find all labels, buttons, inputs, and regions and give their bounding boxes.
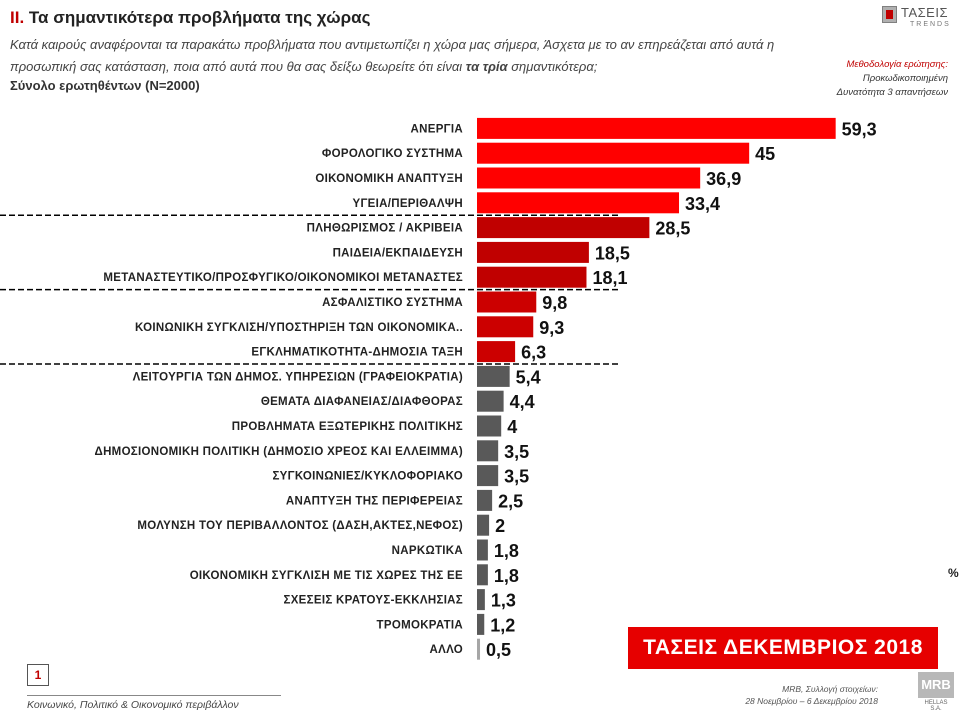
value-label: 6,3 bbox=[521, 343, 546, 363]
bar bbox=[477, 589, 485, 611]
value-label: 4 bbox=[507, 417, 517, 437]
bar bbox=[477, 341, 516, 363]
bar bbox=[477, 638, 481, 660]
source-line-1: MRB, Συλλογή στοιχείων: bbox=[782, 684, 878, 694]
methodology-title: Μεθοδολογία ερώτησης: bbox=[846, 59, 948, 70]
category-label: ΝΑΡΚΩΤΙΚΑ bbox=[392, 545, 463, 557]
value-label: 3,5 bbox=[504, 467, 529, 487]
unit-label: % bbox=[948, 566, 959, 580]
bar bbox=[477, 266, 587, 288]
value-label: 1,8 bbox=[494, 566, 519, 586]
methodology-line-2: Δυνατότητα 3 απαντήσεων bbox=[836, 87, 948, 98]
methodology-line-1: Προκωδικοποιημένη bbox=[862, 73, 948, 84]
value-label: 33,4 bbox=[685, 194, 720, 214]
category-label: ΜΕΤΑΝΑΣΤΕΥΤΙΚΟ/ΠΡΟΣΦΥΓΙΚΟ/ΟΙΚΟΝΟΜΙΚΟΙ ΜΕ… bbox=[103, 272, 463, 284]
question-part-1: Κατά καιρούς αναφέρονται τα παρακάτω προ… bbox=[10, 37, 775, 74]
category-label: ΑΛΛΟ bbox=[430, 644, 463, 656]
category-label: ΥΓΕΙΑ/ΠΕΡΙΘΑΛΨΗ bbox=[352, 198, 463, 210]
category-label: ΘΕΜΑΤΑ ΔΙΑΦΑΝΕΙΑΣ/ΔΙΑΦΘΟΡΑΣ bbox=[261, 396, 463, 408]
bar bbox=[477, 465, 499, 487]
logo-subtitle: TRENDS bbox=[910, 21, 951, 28]
value-label: 28,5 bbox=[655, 219, 690, 239]
page-title: ΙΙ. Τα σημαντικότερα προβλήματα της χώρα… bbox=[10, 8, 370, 28]
methodology-note: Μεθοδολογία ερώτησης: Προκωδικοποιημένη … bbox=[837, 58, 948, 100]
category-label: ΜΟΛΥΝΣΗ ΤΟΥ ΠΕΡΙΒΑΛΛΟΝΤΟΣ (ΔΑΣΗ,ΑΚΤΕΣ,ΝΕ… bbox=[137, 520, 463, 532]
value-label: 4,4 bbox=[510, 392, 535, 412]
bar bbox=[477, 564, 488, 586]
question-text: Κατά καιρούς αναφέρονται τα παρακάτω προ… bbox=[10, 34, 830, 78]
category-label: ΠΛΗΘΩΡΙΣΜΟΣ / ΑΚΡΙΒΕΙΑ bbox=[307, 223, 463, 235]
category-label: ΕΓΚΛΗΜΑΤΙΚΟΤΗΤΑ-ΔΗΜΟΣΙΑ ΤΑΞΗ bbox=[251, 347, 463, 359]
bar bbox=[477, 613, 485, 635]
value-label: 18,5 bbox=[595, 243, 630, 263]
category-label: ΠΑΙΔΕΙΑ/ΕΚΠΑΙΔΕΥΣΗ bbox=[333, 247, 463, 259]
value-label: 9,3 bbox=[539, 318, 564, 338]
bar bbox=[477, 316, 534, 338]
value-label: 0,5 bbox=[486, 640, 511, 660]
value-label: 18,1 bbox=[592, 268, 627, 288]
bar bbox=[477, 167, 701, 189]
value-label: 9,8 bbox=[542, 293, 567, 313]
value-label: 59,3 bbox=[842, 119, 877, 139]
bar bbox=[477, 514, 490, 536]
footer-divider bbox=[27, 695, 281, 696]
mrb-logo: MRB HELLAS S.A. bbox=[918, 672, 954, 712]
category-label: ΑΣΦΑΛΙΣΤΙΚΟ ΣΥΣΤΗΜΑ bbox=[322, 297, 463, 309]
category-label: ΑΝΕΡΓΙΑ bbox=[411, 123, 463, 135]
category-label: ΚΟΙΝΩΝΙΚΗ ΣΥΓΚΛΙΣΗ/ΥΠΟΣΤΗΡΙΞΗ ΤΩΝ ΟΙΚΟΝΟ… bbox=[135, 322, 463, 334]
bar bbox=[477, 142, 750, 164]
title-text: Τα σημαντικότερα προβλήματα της χώρας bbox=[28, 8, 371, 27]
survey-stamp: ΤΑΣΕΙΣ ΔΕΚΕΜΒΡΙΟΣ 2018 bbox=[628, 627, 938, 669]
value-label: 1,2 bbox=[490, 615, 515, 635]
bar bbox=[477, 241, 589, 263]
value-label: 45 bbox=[755, 144, 775, 164]
question-part-2: σημαντικότερα; bbox=[511, 59, 598, 74]
logo-name: ΤΑΣΕΙΣ bbox=[901, 5, 949, 20]
category-label: ΦΟΡΟΛΟΓΙΚΟ ΣΥΣΤΗΜΑ bbox=[322, 148, 463, 160]
category-label: ΑΝΑΠΤΥΞΗ ΤΗΣ ΠΕΡΙΦΕΡΕΙΑΣ bbox=[286, 495, 463, 507]
category-label: ΤΡΟΜΟΚΡΑΤΙΑ bbox=[377, 619, 463, 631]
category-label: ΟΙΚΟΝΟΜΙΚΗ ΑΝΑΠΤΥΞΗ bbox=[315, 173, 463, 185]
bar bbox=[477, 415, 502, 437]
category-label: ΠΡΟΒΛΗΜΑΤΑ ΕΞΩΤΕΡΙΚΗΣ ΠΟΛΙΤΙΚΗΣ bbox=[232, 421, 463, 433]
tasis-trends-logo: ΤΑΣΕΙΣ TRENDS bbox=[882, 5, 956, 28]
value-label: 2,5 bbox=[498, 491, 523, 511]
source-line-2: 28 Νοεμβρίου – 6 Δεκεμβρίου 2018 bbox=[745, 696, 878, 706]
value-label: 1,8 bbox=[494, 541, 519, 561]
category-label: ΔΗΜΟΣΙΟΝΟΜΙΚΗ ΠΟΛΙΤΙΚΗ (ΔΗΜΟΣΙΟ ΧΡΕΟΣ ΚΑ… bbox=[95, 446, 463, 458]
bar bbox=[477, 192, 680, 214]
bar bbox=[477, 117, 836, 139]
title-numeral: ΙΙ. bbox=[10, 8, 25, 27]
value-label: 36,9 bbox=[706, 169, 741, 189]
mrb-logo-mark: MRB bbox=[918, 672, 954, 698]
data-source: MRB, Συλλογή στοιχείων: 28 Νοεμβρίου – 6… bbox=[745, 683, 878, 707]
sample-size: Σύνολο ερωτηθέντων (Ν=2000) bbox=[10, 78, 200, 93]
bar bbox=[477, 539, 488, 561]
page-number: 1 bbox=[27, 664, 49, 686]
bar bbox=[477, 291, 537, 313]
bar bbox=[477, 440, 499, 462]
logo-mark-icon bbox=[882, 6, 897, 23]
value-label: 2 bbox=[495, 516, 505, 536]
question-emphasis: τα τρία bbox=[465, 59, 508, 74]
section-name: Κοινωνικό, Πολιτικό & Οικονομικό περιβάλ… bbox=[27, 699, 239, 711]
value-label: 3,5 bbox=[504, 442, 529, 462]
bar bbox=[477, 365, 510, 387]
bar bbox=[477, 489, 493, 511]
category-label: ΟΙΚΟΝΟΜΙΚΗ ΣΥΓΚΛΙΣΗ ΜΕ ΤΙΣ ΧΩΡΕΣ ΤΗΣ ΕΕ bbox=[190, 570, 463, 582]
category-label: ΛΕΙΤΟΥΡΓΙΑ ΤΩΝ ΔΗΜΟΣ. ΥΠΗΡΕΣΙΩΝ (ΓΡΑΦΕΙΟ… bbox=[133, 371, 463, 383]
category-label: ΣΧΕΣΕΙΣ ΚΡΑΤΟΥΣ-ΕΚΚΛΗΣΙΑΣ bbox=[284, 595, 463, 607]
bar bbox=[477, 390, 504, 412]
mrb-logo-subtitle: HELLAS S.A. bbox=[924, 700, 948, 712]
value-label: 5,4 bbox=[516, 367, 541, 387]
category-label: ΣΥΓΚΟΙΝΩΝΙΕΣ/ΚΥΚΛΟΦΟΡΙΑΚΟ bbox=[272, 471, 463, 483]
value-label: 1,3 bbox=[491, 591, 516, 611]
bar bbox=[477, 217, 650, 239]
